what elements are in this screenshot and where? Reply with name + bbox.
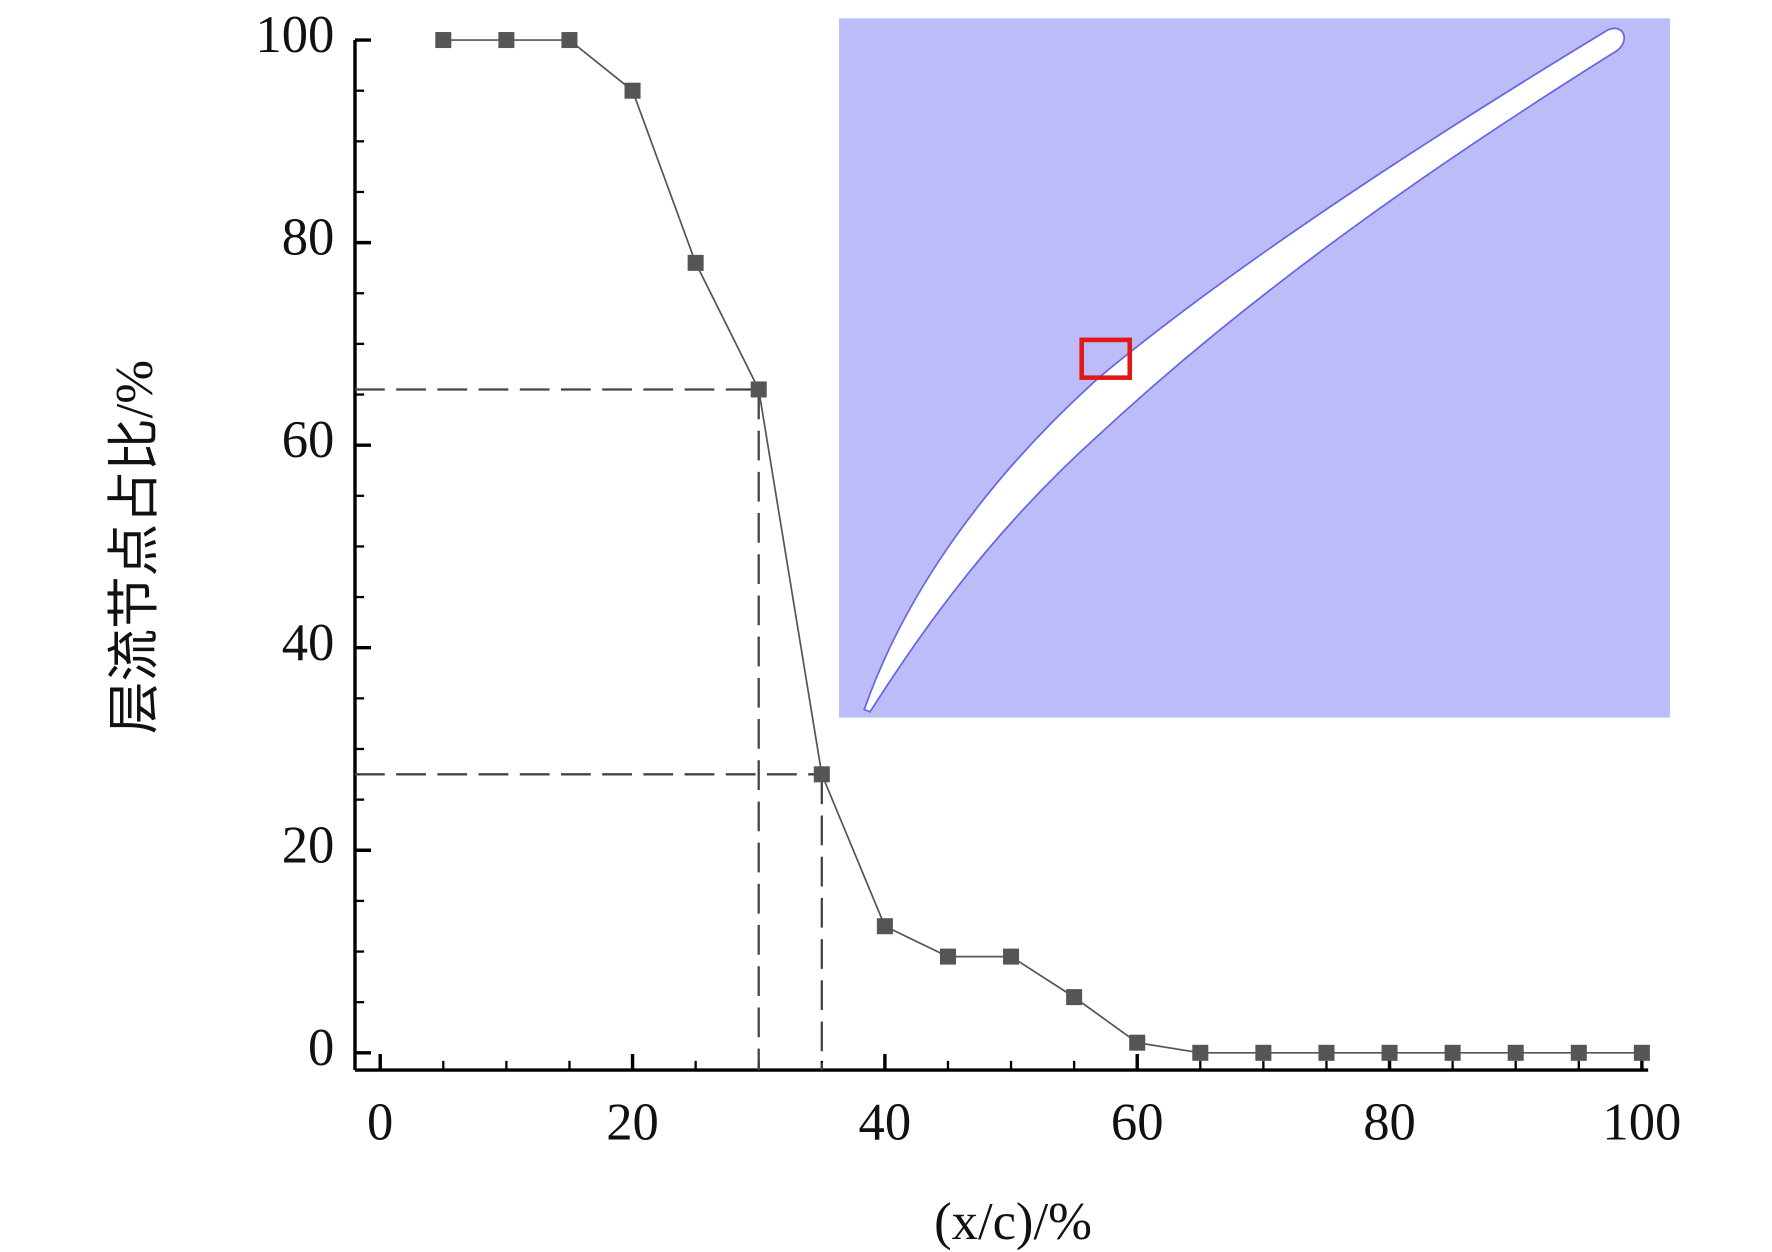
marker [1255,1044,1272,1061]
inset-image [839,18,1670,718]
airfoil [863,27,1625,713]
y-axis-label: 层流节点占比/% [106,360,164,734]
marker [939,948,956,965]
y-tick-label: 0 [308,1019,334,1077]
marker [750,381,767,398]
marker [561,32,578,49]
marker [1444,1044,1461,1061]
inset-background [839,18,1670,718]
marker [624,82,641,99]
marker [435,32,452,49]
x-axis-label: (x/c)/% [934,1193,1092,1251]
marker [1066,989,1083,1006]
x-tick-label: 40 [859,1093,912,1151]
x-tick-label: 100 [1602,1093,1681,1151]
y-tick-label: 20 [282,816,335,874]
marker [876,918,893,935]
marker [1129,1034,1146,1051]
marker [1192,1044,1209,1061]
marker [813,766,830,783]
x-tick-label: 60 [1111,1093,1164,1151]
marker [1570,1044,1587,1061]
y-tick-label: 80 [282,209,335,267]
x-tick-label: 0 [367,1093,393,1151]
x-tick-label: 80 [1363,1093,1416,1151]
marker [1003,948,1020,965]
x-tick-label: 20 [606,1093,659,1151]
y-tick-label: 40 [282,614,335,672]
y-tick-label: 100 [255,6,334,64]
marker [1318,1044,1335,1061]
highlight-box [1079,337,1133,380]
marker [1633,1044,1650,1061]
marker [687,254,704,271]
marker [1507,1044,1524,1061]
marker [1381,1044,1398,1061]
marker [498,32,515,49]
series-line [443,39,1642,1054]
y-tick-label: 60 [282,411,335,469]
